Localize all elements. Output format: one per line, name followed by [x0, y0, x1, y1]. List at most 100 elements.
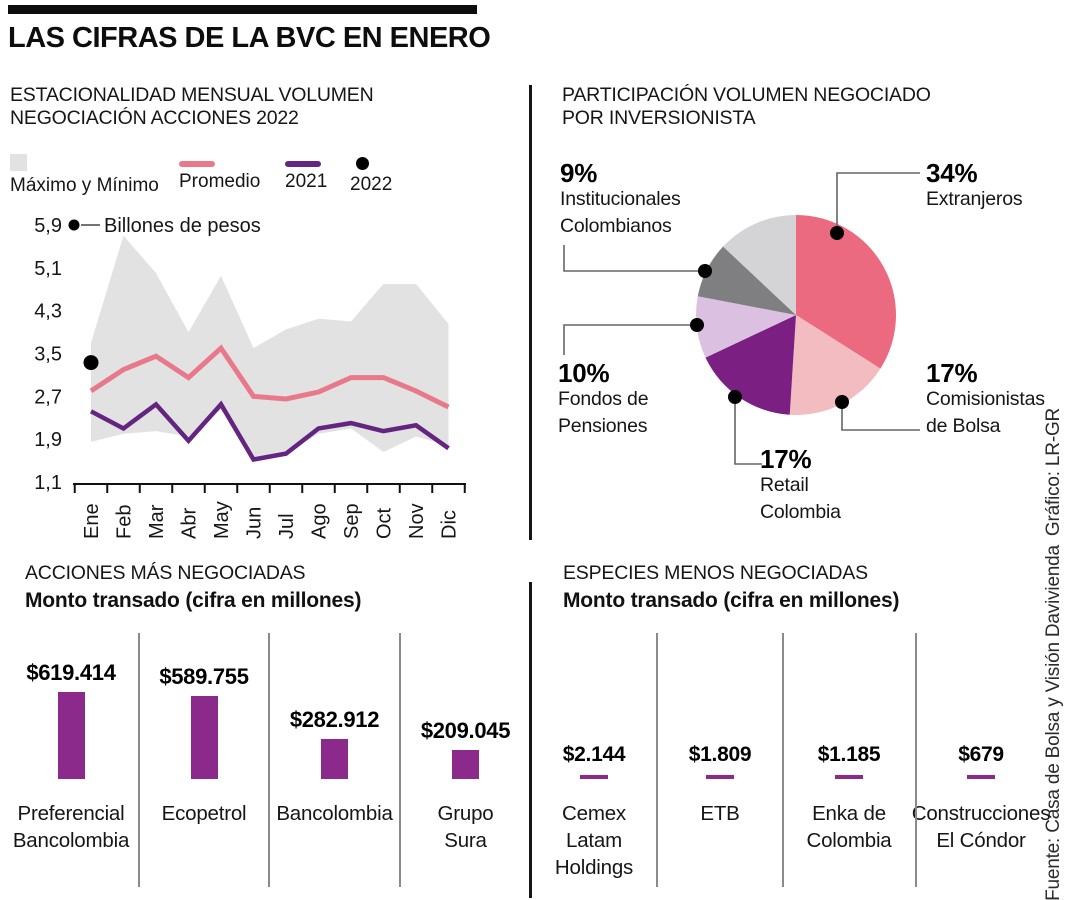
seasonality-line-chart: Ene Feb Mar Abr May Jun Jul Ago Sep Oct Nov Dic 5,9 5… [34, 215, 466, 539]
title-accent-bar [8, 5, 477, 14]
x-axis-label: Ago [309, 503, 331, 539]
x-axis-label: Jun [244, 507, 266, 539]
line-2021 [89, 400, 450, 462]
callout-dot-institucionales-icon [698, 264, 712, 278]
x-axis-label: Feb [114, 505, 136, 539]
dot-2022-swatch-icon [356, 157, 369, 170]
x-axis-label: Ene [81, 503, 103, 539]
legend-item-2022: 2022 [350, 154, 392, 196]
bar-category-line: Ecopetrol [161, 802, 247, 825]
bar-category-line: Bancolombia [12, 829, 130, 852]
callout-line: Comisionistas [926, 388, 1045, 410]
bar-category-label: Grupo Sura [390, 800, 542, 854]
pie-slice-otros [723, 215, 796, 315]
bar-category-line: ETB [700, 802, 740, 825]
pie-slice-comisionistas-de-bolsa [789, 315, 881, 415]
x-axis-label: Oct [374, 507, 396, 539]
bar-category-label: Preferencial Bancolombia [0, 800, 147, 854]
callout-dot-comisionistas-icon [835, 395, 849, 409]
legend-item-2021: 2021 [285, 154, 327, 193]
callout-extranjeros: 34% Extranjeros [926, 160, 1023, 213]
y-axis-label: 5,9 [34, 215, 62, 237]
seasonality-section-title: ESTACIONALIDAD MENSUAL VOLUMEN NEGOCIACI… [10, 84, 374, 130]
unit-label: Billones de pesos [104, 215, 261, 237]
callout-fondos: 10% Fondos de Pensiones [558, 360, 649, 440]
pie-slice-institucionales-colombianos [697, 246, 796, 315]
top-traded-subtitle: Monto transado (cifra en millones) [25, 589, 362, 612]
callout-line: Retail [760, 474, 809, 496]
value-bar [452, 750, 479, 779]
value-dash [835, 775, 863, 779]
bar-category-label: Cemex Latam Holdings [518, 800, 670, 881]
participation-section-title: PARTICIPACIÓN VOLUMEN NEGOCIADO POR INVE… [562, 84, 931, 130]
legend-label: 2022 [350, 174, 393, 195]
bar-value-label: $2.144 [562, 743, 626, 766]
x-axis-label: Jul [276, 513, 298, 539]
callout-line: de Bolsa [926, 415, 1001, 437]
y-axis-label: 2,7 [34, 386, 62, 408]
bar-category-line: Grupo [437, 802, 494, 825]
bar-category-line: El Cóndor [936, 829, 1026, 852]
callout-pct: 17% [760, 444, 812, 474]
bar-category-line: Colombia [806, 829, 892, 852]
top-traded-title: ACCIONES MÁS NEGOCIADAS [25, 562, 306, 584]
page-title: LAS CIFRAS DE LA BVC EN ENERO [8, 22, 491, 54]
x-axis-label: Nov [406, 503, 428, 539]
value-bar [190, 696, 218, 779]
y-axis-label: 1,1 [34, 472, 62, 494]
bar-category-line: Bancolombia [276, 802, 393, 825]
bar-category-line: Latam [566, 829, 622, 852]
x-axis-label: Mar [146, 504, 168, 539]
unit-annotation-dot-icon [68, 219, 80, 231]
bar-value-label: $619.414 [26, 660, 116, 685]
bar-category-label: Bancolombia [259, 800, 411, 827]
bar-category-label: ETB [644, 800, 796, 827]
column-divider [399, 633, 401, 887]
value-dash [580, 775, 608, 779]
callout-pct: 9% [560, 158, 598, 188]
promedio-swatch-icon [179, 161, 215, 167]
callout-connector-retail [734, 397, 762, 465]
bar-category-line: Enka de [812, 802, 886, 825]
seasonality-title-line2: NEGOCIACIÓN ACCIONES 2022 [10, 107, 299, 129]
pie-slice-fondos-de-pensiones [696, 296, 796, 358]
callout-pct: 17% [926, 358, 978, 388]
value-dash [967, 775, 995, 779]
callout-line: Extranjeros [926, 188, 1023, 210]
bar-value-label: $209.045 [420, 718, 511, 743]
bar-value-label: $282.912 [289, 707, 380, 732]
callout-line: Institucionales [560, 188, 681, 210]
legend-item-max-min: Máximo y Mínimo [10, 154, 159, 197]
value-bar [321, 739, 348, 779]
callout-dot-extranjeros-icon [830, 226, 844, 240]
max-min-band [91, 235, 449, 458]
participation-pie-chart [563, 172, 920, 465]
bar-category-line: Sura [444, 829, 487, 852]
y-axis-label: 5,1 [34, 258, 62, 280]
line-2021-swatch-icon [285, 161, 321, 167]
credit-fuente: Fuente: Casa de Bolsa y Visión Daviviend… [1043, 545, 1064, 900]
bottom-section-divider [529, 582, 532, 898]
legend-label: Máximo y Mínimo [10, 175, 159, 196]
participation-title-line1: PARTICIPACIÓN VOLUMEN NEGOCIADO [562, 84, 931, 106]
callout-connector-fondos [563, 324, 697, 355]
callout-line: Fondos de [558, 388, 649, 410]
bar-value-label: $1.185 [817, 743, 881, 766]
legend-label: Promedio [179, 171, 261, 192]
bar-category-line: Preferencial [17, 802, 125, 825]
value-bar [57, 692, 85, 779]
bar-category-line: Holdings [554, 856, 634, 879]
column-divider [782, 633, 784, 887]
least-traded-title: ESPECIES MENOS NEGOCIADAS [563, 562, 868, 584]
bar-category-label: Enka de Colombia [773, 800, 925, 854]
callout-connector-extranjeros [836, 172, 920, 233]
column-divider [656, 633, 658, 887]
credit-grafico: Gráfico: LR-GR [1043, 407, 1064, 537]
pie-slice-extranjeros [796, 215, 896, 369]
x-axis-label: Sep [341, 503, 363, 539]
participation-title-line2: POR INVERSIONISTA [562, 107, 756, 129]
y-axis-label: 3,5 [34, 343, 62, 365]
bar-category-line: Construcciones [911, 802, 1051, 825]
callout-connector-institucionales [563, 245, 705, 272]
